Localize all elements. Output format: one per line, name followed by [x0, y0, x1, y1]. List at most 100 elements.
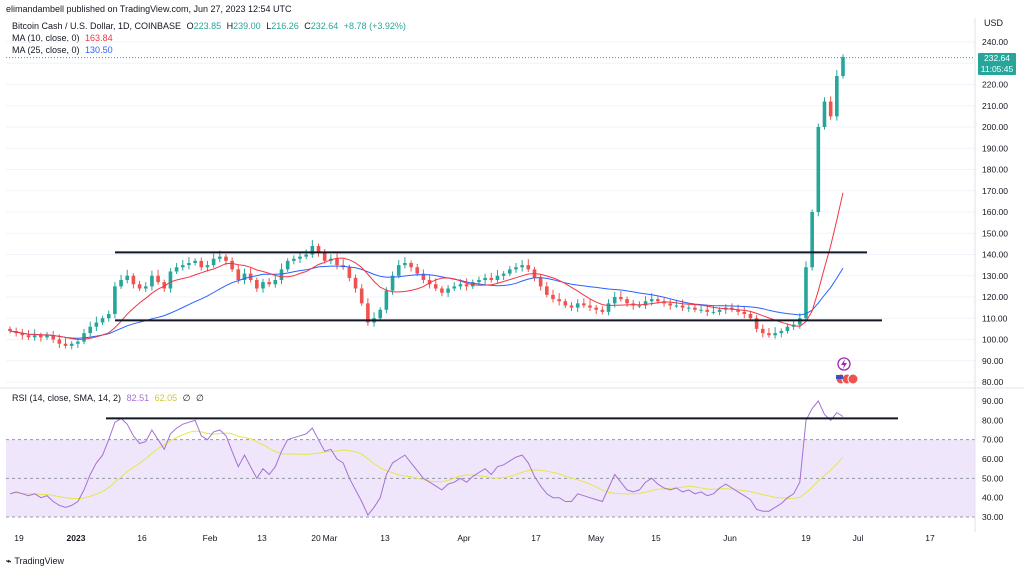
candle-body — [520, 265, 524, 268]
ma10-legend[interactable]: MA (10, close, 0) 163.84 — [12, 33, 113, 43]
time-axis[interactable]: 19 2023 16 Feb 13 20 Mar 13 Apr 17 May 15 Jun 19 Jul 17 — [14, 533, 935, 543]
tradingview-logo[interactable]: ⌁ TradingView — [6, 556, 64, 567]
candle-body — [403, 263, 407, 266]
price-tick-label: 80.00 — [982, 377, 1004, 387]
rsi-extra-2: ∅ — [196, 393, 204, 403]
last-price-value: 232.64 — [984, 53, 1010, 63]
time-tick-label: Apr — [457, 533, 470, 543]
candle-body — [569, 305, 574, 308]
candle-body — [822, 101, 827, 127]
candle-body — [378, 309, 383, 319]
candle-body — [495, 275, 500, 280]
rsi-tick-label: 70.00 — [982, 435, 1004, 445]
candle-body — [526, 265, 531, 270]
candle-body — [606, 303, 611, 312]
candle-body — [637, 305, 642, 307]
candle-body — [69, 343, 74, 346]
currency-label: USD — [984, 18, 1004, 28]
candle-body — [187, 263, 191, 266]
price-tick-label: 210.00 — [982, 101, 1008, 111]
candle-body — [773, 333, 777, 336]
candle-body — [594, 307, 598, 310]
candle-body — [51, 335, 55, 340]
candle-body — [828, 101, 833, 117]
rsi-tick-label: 30.00 — [982, 512, 1004, 522]
rsi-extra-1: ∅ — [182, 393, 191, 403]
candle-body — [168, 271, 173, 289]
candle-body — [113, 286, 117, 314]
candle-body — [421, 273, 426, 280]
candle-body — [273, 280, 278, 285]
candle-body — [359, 288, 364, 304]
candle-body — [310, 246, 315, 255]
candle-body — [125, 275, 130, 280]
candle-body — [779, 331, 784, 334]
rsi-legend[interactable]: RSI (14, close, SMA, 14, 2) 82.51 62.05 … — [12, 393, 204, 404]
time-tick-label: Mar — [323, 533, 338, 543]
candle-body — [600, 309, 605, 312]
time-tick-label: May — [588, 533, 605, 543]
candle-body — [736, 309, 740, 312]
moving-averages — [9, 192, 844, 341]
candle-body — [94, 322, 99, 327]
candle-body — [106, 314, 111, 319]
candle-body — [292, 258, 296, 261]
tradingview-logo-icon: ⌁ — [6, 556, 12, 566]
candle-body — [514, 267, 518, 270]
candle-body — [199, 260, 204, 268]
candle-body — [458, 284, 463, 287]
ma25-legend[interactable]: MA (25, close, 0) 130.50 — [12, 45, 113, 55]
price-tick-label: 130.00 — [982, 271, 1008, 281]
rsi-band-fill — [6, 439, 975, 517]
candle-body — [347, 267, 352, 278]
candle-body — [396, 265, 401, 276]
symbol-legend[interactable]: Bitcoin Cash / U.S. Dollar, 1D, COINBASE… — [12, 21, 406, 31]
rsi-lines — [9, 400, 844, 517]
drawn-levels[interactable] — [106, 251, 898, 420]
candle-body — [174, 267, 179, 272]
candle-body — [501, 273, 506, 276]
candle-body — [45, 335, 49, 338]
time-tick-label: 13 — [257, 533, 267, 543]
candle-body — [785, 326, 790, 331]
candle-body — [508, 269, 512, 274]
price-tick-label: 110.00 — [982, 313, 1008, 323]
candle-body — [452, 286, 457, 289]
price-tick-label: 240.00 — [982, 37, 1008, 47]
candle-body — [26, 335, 31, 338]
candle-body — [693, 307, 697, 310]
candle-body — [754, 318, 759, 329]
rsi-tick-label: 80.00 — [982, 415, 1004, 425]
candle-body — [366, 303, 370, 323]
candle-body — [162, 282, 167, 289]
time-tick-label: 17 — [531, 533, 541, 543]
candle-body — [415, 267, 420, 274]
candle-body — [619, 297, 623, 300]
us-flag-event-icon-3[interactable] — [847, 373, 859, 385]
candle-body — [477, 280, 481, 283]
rsi-axis[interactable]: 90.00 80.00 70.00 60.00 50.00 40.00 30.00 — [982, 396, 1004, 522]
candle-body — [816, 127, 821, 212]
time-tick-label: Jul — [853, 533, 864, 543]
candle-body — [156, 275, 160, 283]
price-tick-label: 180.00 — [982, 165, 1008, 175]
chart-icons[interactable] — [835, 357, 859, 385]
candle-body — [304, 254, 308, 257]
candle-body — [680, 305, 685, 308]
ma10-value: 163.84 — [85, 33, 113, 43]
rsi-value: 82.51 — [126, 393, 150, 403]
price-tick-label: 200.00 — [982, 122, 1008, 132]
candle-body — [143, 286, 148, 289]
candle-body — [835, 76, 839, 117]
candle-body — [575, 303, 580, 308]
rsi-tick-label: 50.00 — [982, 473, 1004, 483]
candle-body — [563, 301, 568, 306]
ma10-line — [9, 192, 844, 341]
lightning-event-icon[interactable] — [837, 357, 851, 371]
flag-canton-icon — [836, 375, 843, 379]
time-tick-label: 13 — [380, 533, 390, 543]
ohlc-change: +8.78 (+3.92%) — [343, 21, 406, 31]
candle-body — [384, 290, 389, 310]
candle-body — [427, 280, 432, 285]
